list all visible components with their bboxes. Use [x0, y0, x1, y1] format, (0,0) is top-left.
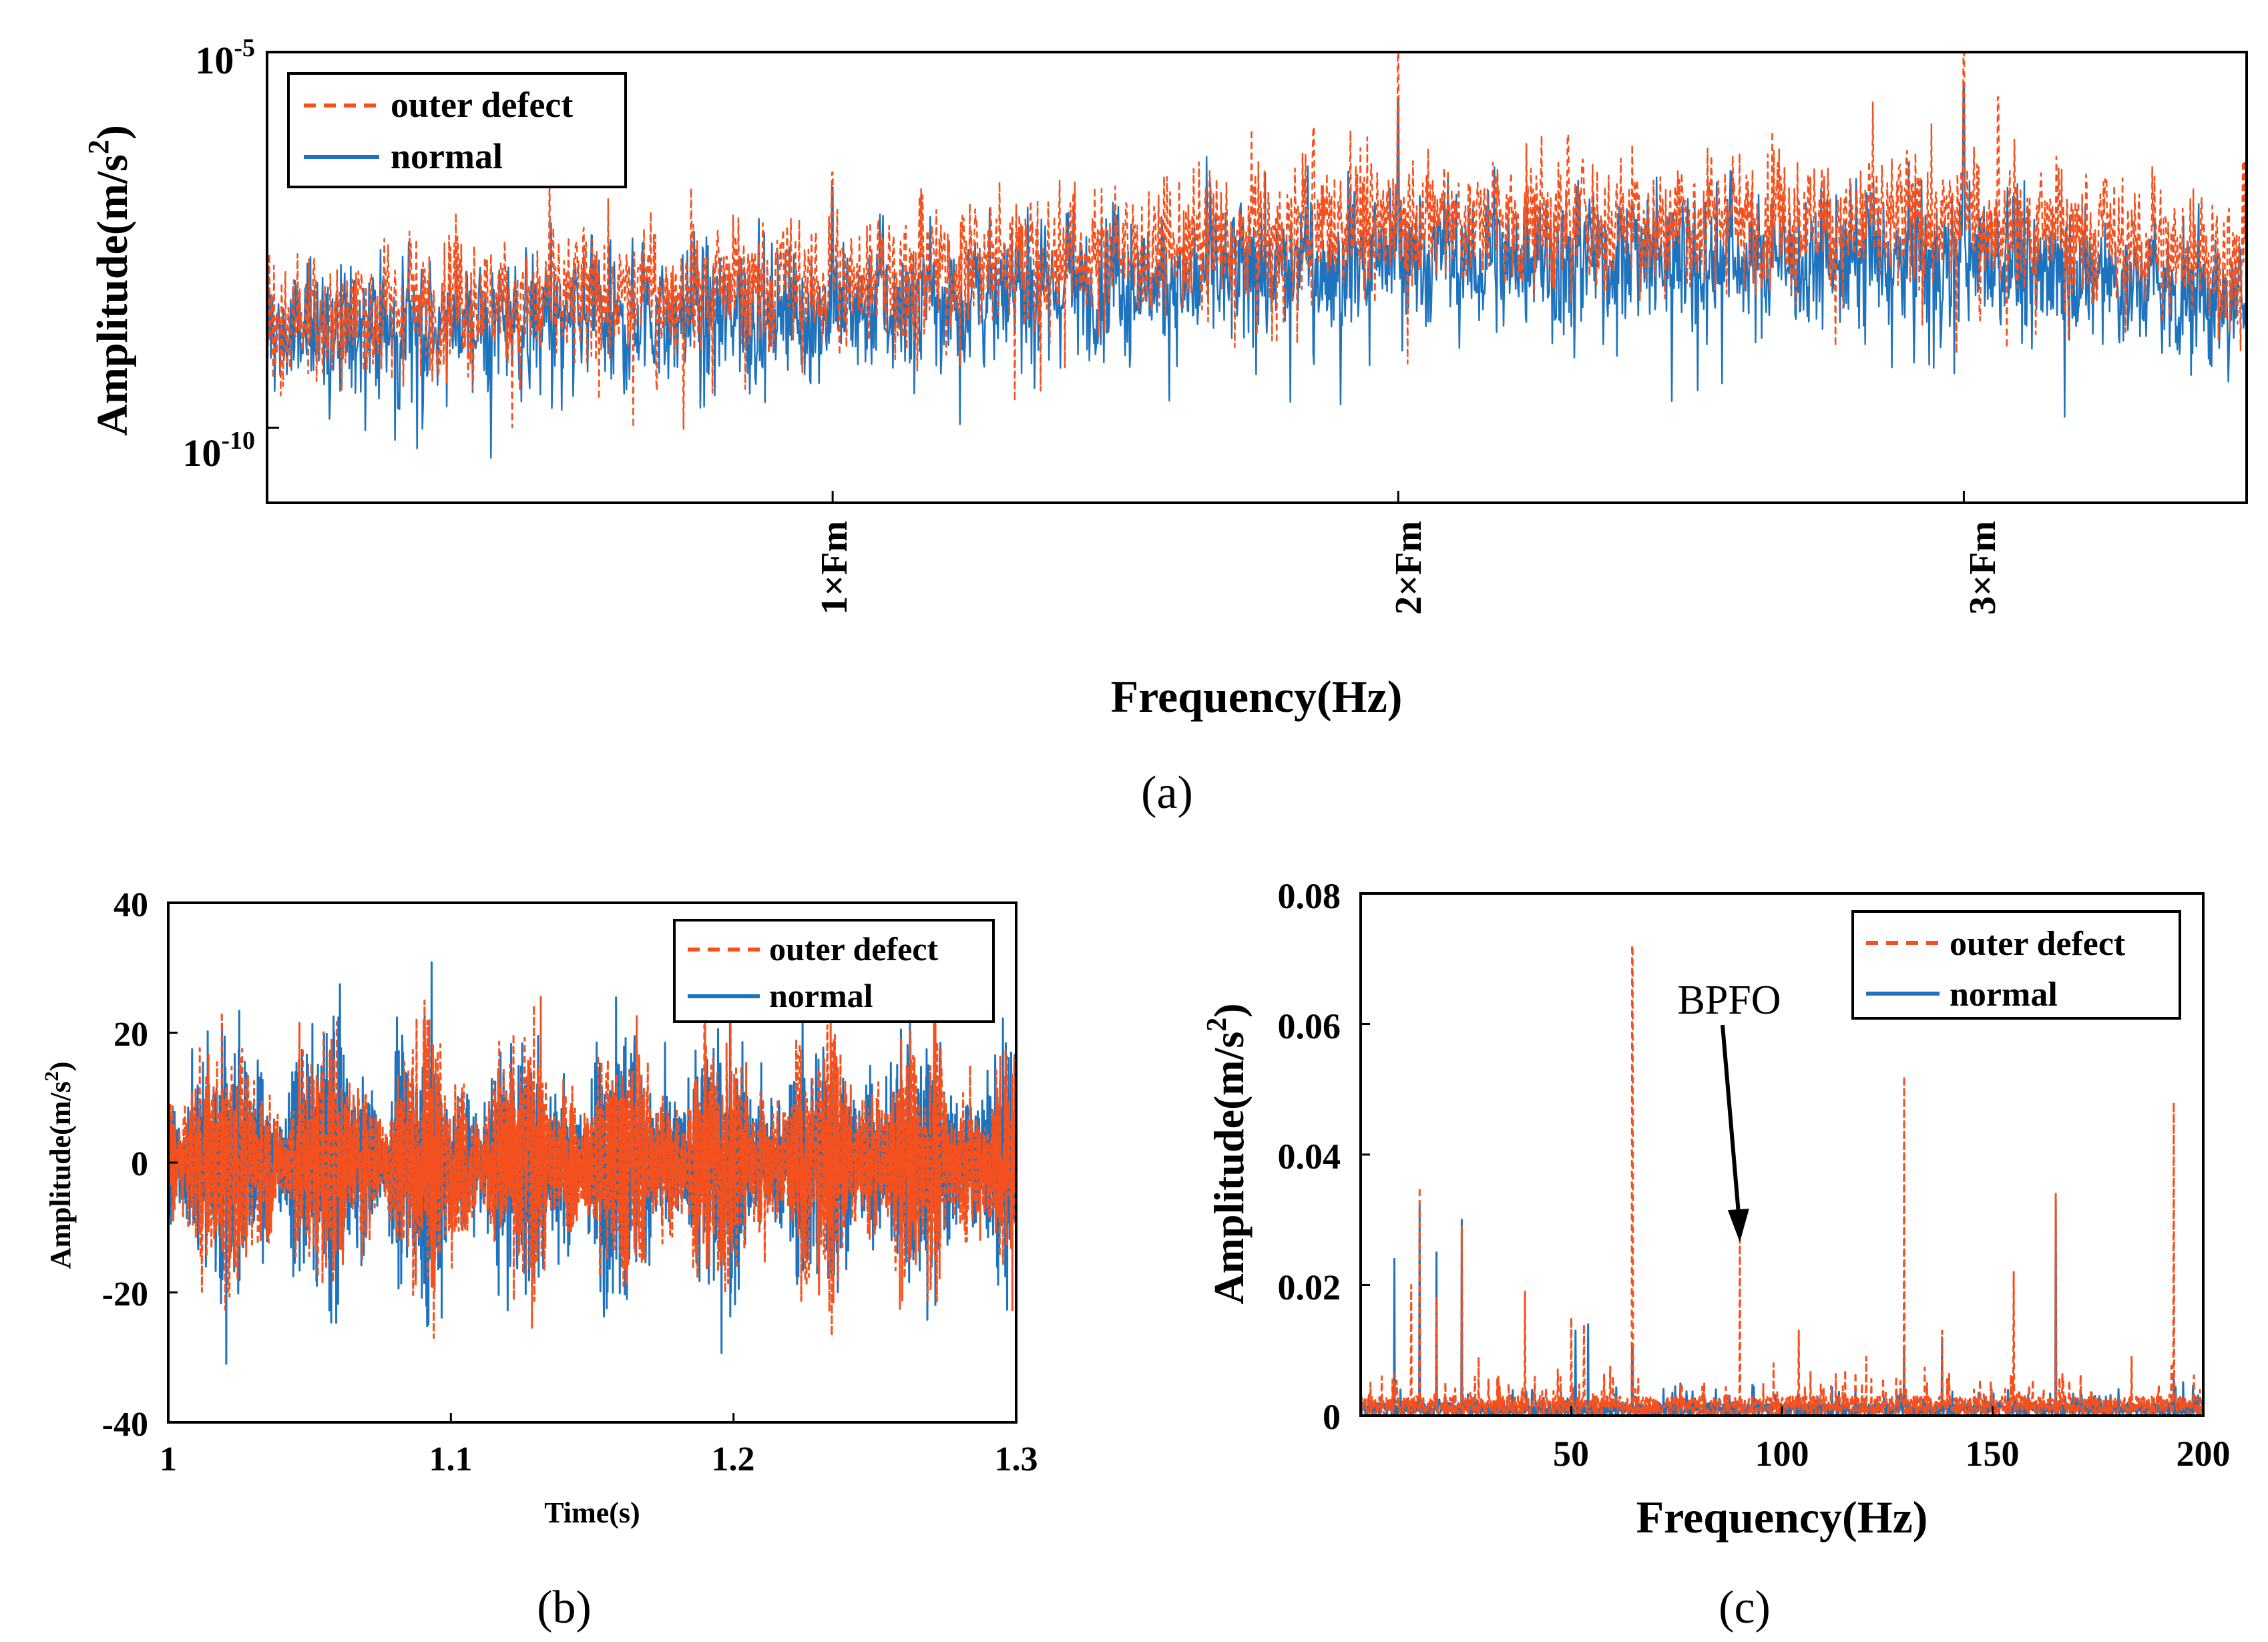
bpfo-arrow-line	[1721, 1024, 1741, 1213]
panel-b-series-outer-defect	[168, 969, 1016, 1339]
panel-a-ylabel: Amplitude(m/s2)	[82, 125, 137, 436]
panel-c-xtick-50: 50	[1553, 1434, 1589, 1474]
panel-b-ytick-neg40: -40	[102, 1406, 148, 1444]
panel-c-bpfo-annotation: BPFO	[1677, 978, 1781, 1243]
panel-b-ylabel-main: Amplitude(m/s	[44, 1081, 77, 1269]
panel-c-series-outer-defect	[1361, 944, 2203, 1416]
panel-b-ytick-40: 40	[114, 886, 148, 924]
panel-a-legend: outer defect normal	[287, 72, 627, 188]
panel-b-xtick-1: 1	[160, 1440, 177, 1478]
panel-b-xtick-1-3: 1.3	[995, 1440, 1038, 1478]
caption-a: (a)	[1141, 767, 1193, 819]
panel-c-series-normal	[1361, 1199, 2203, 1416]
panel-b-legend-box	[673, 919, 995, 1023]
panel-c-ylabel-main: Amplitude(m/s	[1205, 1032, 1253, 1305]
panel-c: 0.08 0.06 0.04 0.02 0 50 100 150 200 Fre…	[1202, 876, 2231, 1633]
panel-c-ytick-0-08: 0.08	[1278, 876, 1341, 916]
bpfo-label: BPFO	[1677, 978, 1781, 1023]
panel-a: 10-5 10-10 1×Fm 2×Fm 3×Fm Frequency(Hz) …	[82, 34, 2248, 819]
panel-c-xlabel: Frequency(Hz)	[1636, 1492, 1928, 1543]
panel-b-xlabel: Time(s)	[544, 1496, 640, 1529]
panel-b-xtick-1-2: 1.2	[712, 1440, 755, 1478]
panel-b-ylabel-close: )	[44, 1062, 77, 1072]
panel-a-legend-box	[287, 72, 627, 188]
panel-c-ytick-0-06: 0.06	[1278, 1006, 1341, 1046]
panel-c-legend-label-outer: outer defect	[1950, 925, 2126, 963]
panel-a-legend-label-normal: normal	[391, 136, 503, 176]
panel-a-ylabel-sup: 2	[82, 140, 115, 154]
panel-a-ytick-1e-5: 10-5	[195, 34, 255, 82]
panel-c-ytick-0-04: 0.04	[1278, 1137, 1341, 1177]
panel-c-legend-label-normal: normal	[1950, 976, 2058, 1014]
panel-a-ytick-1e-5-exp: -5	[234, 34, 255, 62]
panel-a-series	[267, 52, 2247, 459]
panel-a-ytick-1e-5-base: 10	[195, 39, 234, 82]
panel-c-ticks	[1361, 892, 2205, 1417]
panel-b-xtick-1-1: 1.1	[429, 1440, 473, 1478]
panel-a-xtick-3fm: 3×Fm	[1962, 521, 2004, 615]
caption-c: (c)	[1719, 1582, 1771, 1633]
panel-a-ylabel-close: )	[88, 125, 137, 140]
panel-b-ylabel: Amplitude(m/s2)	[41, 1062, 77, 1269]
panel-b-ytick-0: 0	[131, 1145, 148, 1183]
panel-a-ylabel-main: Amplitude(m/s	[88, 154, 137, 436]
panel-c-ylabel-sup: 2	[1202, 1018, 1232, 1032]
panel-b-ylabel-sup: 2	[41, 1071, 63, 1081]
panel-c-legend: outer defect normal	[1851, 910, 2181, 1020]
panel-b-legend-label-normal: normal	[769, 977, 873, 1014]
panel-a-ytick-1e-10-exp: -10	[221, 427, 255, 455]
panel-a-xlabel: Frequency(Hz)	[1111, 671, 1403, 722]
panel-a-series-outer-defect	[267, 52, 2247, 430]
panel-b-ticks	[167, 901, 1017, 1424]
panel-c-xtick-150: 150	[1966, 1434, 2020, 1474]
panel-c-series	[1361, 944, 2203, 1416]
panel-b-ytick-20: 20	[114, 1016, 148, 1054]
panel-a-ytick-1e-10: 10-10	[182, 427, 255, 475]
panel-a-xtick-2fm: 2×Fm	[1388, 521, 1429, 615]
panel-c-legend-box	[1851, 910, 2181, 1020]
bpfo-arrow-head	[1727, 1209, 1749, 1243]
panel-c-ytick-0: 0	[1323, 1397, 1341, 1437]
panel-b-ytick-neg20: -20	[102, 1275, 148, 1313]
panel-c-xtick-200: 200	[2177, 1434, 2231, 1474]
panel-b: 40 20 0 -20 -40 1 1.1 1.2 1.3 Time(s) Am…	[41, 886, 1038, 1633]
panel-b-series	[168, 961, 1016, 1365]
panel-c-xtick-100: 100	[1755, 1434, 1809, 1474]
caption-b: (b)	[537, 1582, 592, 1633]
panel-a-ticks	[267, 51, 1965, 503]
panel-a-axes-frame	[266, 51, 2248, 504]
panel-c-ylabel: Amplitude(m/s2)	[1202, 1003, 1253, 1304]
panel-c-ylabel-close: )	[1205, 1003, 1253, 1017]
panel-c-ytick-0-02: 0.02	[1278, 1267, 1341, 1307]
panel-a-ytick-1e-10-base: 10	[182, 431, 221, 475]
panel-b-legend-label-outer: outer defect	[769, 930, 938, 968]
panel-a-legend-label-outer: outer defect	[391, 85, 573, 125]
panel-b-legend: outer defect normal	[673, 919, 995, 1023]
panel-a-xtick-1fm: 1×Fm	[814, 521, 855, 615]
